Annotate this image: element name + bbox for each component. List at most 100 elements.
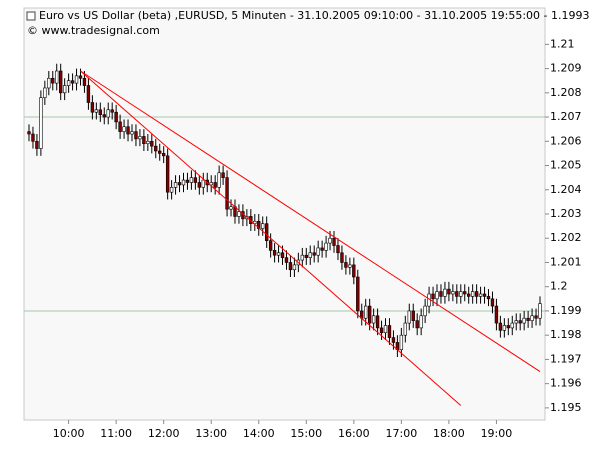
candle-body: [201, 179, 205, 188]
candle-body: [498, 322, 503, 331]
candle-body: [371, 315, 376, 324]
candle-body: [213, 182, 217, 188]
chart-title: Euro vs US Dollar (beta) ,EURUSD, 5 Minu…: [39, 9, 589, 22]
candle-body: [110, 109, 114, 113]
candle-body: [114, 111, 118, 123]
candle-body: [391, 337, 396, 343]
candle-body: [209, 182, 213, 186]
trend-line: [80, 70, 462, 406]
candle-body: [35, 140, 39, 149]
candle-body: [538, 303, 542, 319]
candle-body: [90, 102, 95, 113]
candle-body: [415, 320, 419, 329]
plot-area: [23, 7, 546, 421]
candle-body: [169, 187, 174, 193]
candle-body: [470, 291, 475, 297]
y-tick-label: 1.205: [550, 159, 582, 172]
candle-body: [530, 315, 534, 321]
x-tick-label: 13:00: [195, 427, 227, 440]
x-tick-label: 12:00: [148, 427, 180, 440]
candle-body: [55, 70, 59, 84]
candle-body: [276, 252, 281, 256]
candle-body: [70, 80, 75, 84]
candle-body: [257, 220, 261, 229]
candle-body: [316, 247, 320, 256]
y-tick-label: 1.207: [550, 110, 582, 123]
candle-body: [407, 310, 411, 324]
x-tick-label: 16:00: [338, 427, 370, 440]
candle-body: [510, 322, 514, 329]
trend-line: [80, 70, 541, 372]
candle-body: [288, 262, 293, 271]
candle-body: [506, 325, 510, 329]
candle-body: [474, 291, 479, 297]
x-tick-label: 14:00: [243, 427, 275, 440]
candle-body: [43, 87, 47, 98]
candle-body: [173, 182, 178, 188]
candle-body: [98, 109, 102, 115]
x-tick-label: 19:00: [481, 427, 513, 440]
candle-body: [482, 293, 487, 297]
candle-body: [237, 211, 241, 217]
candle-body: [94, 109, 99, 113]
x-tick-label: 15:00: [290, 427, 322, 440]
candle-body: [122, 126, 126, 132]
candle-body: [31, 133, 35, 142]
y-tick-label: 1.21: [550, 37, 575, 50]
y-tick-label: 1.206: [550, 134, 582, 147]
y-tick-label: 1.198: [550, 328, 582, 341]
y-tick-label: 1.199: [550, 304, 582, 317]
candle-body: [225, 177, 229, 210]
candle-body: [459, 291, 463, 297]
candle-body: [161, 153, 166, 157]
candle-body: [514, 320, 518, 324]
candle-body: [264, 223, 269, 241]
candle-body: [280, 252, 285, 258]
y-tick-label: 1.196: [550, 377, 582, 390]
candle-body: [142, 136, 146, 145]
x-tick-label: 18:00: [433, 427, 465, 440]
candle-body: [189, 177, 194, 183]
candle-body: [185, 179, 190, 183]
candle-body: [494, 305, 499, 324]
candle-body: [336, 245, 340, 254]
candle-body: [411, 310, 415, 321]
candle-body: [181, 179, 186, 186]
candle-body: [304, 254, 308, 258]
candle-body: [467, 293, 471, 297]
candle-body: [229, 206, 233, 210]
candle-body: [47, 77, 51, 89]
x-tick-label: 11:00: [100, 427, 132, 440]
y-tick-label: 1.203: [550, 207, 582, 220]
candle-body: [403, 322, 408, 336]
candle-body: [423, 305, 427, 317]
candle-body: [352, 264, 356, 278]
candle-body: [261, 223, 265, 229]
candle-body: [522, 317, 526, 324]
candle-body: [51, 77, 55, 84]
candle-body: [490, 298, 495, 307]
y-tick-label: 1.2: [550, 280, 568, 293]
candle-body: [375, 315, 380, 329]
candle-body: [146, 140, 150, 145]
y-tick-label: 1.202: [550, 231, 582, 244]
candle-body: [451, 291, 455, 295]
title-icon: [26, 11, 36, 21]
candle-body: [340, 252, 344, 263]
candle-body: [221, 172, 225, 178]
candle-body: [518, 320, 522, 324]
candle-body: [78, 75, 83, 79]
candle-body: [320, 247, 324, 251]
candle-body: [268, 240, 273, 251]
candle-body: [312, 252, 316, 256]
candle-body: [502, 325, 507, 331]
candle-body: [59, 70, 63, 94]
y-tick-label: 1.204: [550, 183, 582, 196]
candle-body: [150, 140, 154, 147]
y-tick-label: 1.195: [550, 401, 582, 414]
candle-body: [332, 237, 336, 246]
candle-body: [447, 288, 451, 295]
candle-body: [387, 325, 392, 338]
candle-body: [328, 237, 332, 244]
candle-body: [443, 288, 447, 297]
